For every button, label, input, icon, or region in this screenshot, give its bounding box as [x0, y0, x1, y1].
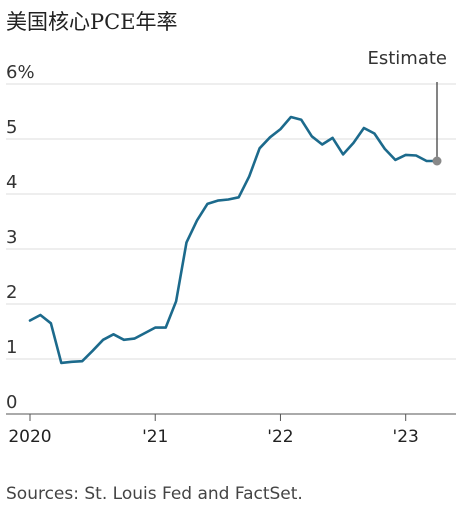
x-axis: 2020 '21 '22 '23 — [6, 413, 456, 447]
estimate-label: Estimate — [367, 48, 447, 69]
x-tick-label: '21 — [142, 427, 168, 447]
line-chart: 0 1 2 3 4 5 6% 2020 '21 '22 '23 Estimate — [6, 48, 456, 447]
source-note: Sources: St. Louis Fed and FactSet. — [6, 484, 303, 504]
x-tick-label: '23 — [393, 427, 419, 447]
series-line — [28, 115, 439, 365]
y-axis-ticks: 0 1 2 3 4 5 6% — [6, 62, 35, 413]
y-tick-label: 5 — [6, 117, 17, 138]
series-layer — [28, 115, 439, 365]
annotations: Estimate — [367, 48, 447, 166]
x-tick-label: '22 — [267, 427, 293, 447]
estimate-marker — [432, 156, 442, 166]
chart-title: 美国核心PCE年率 — [6, 10, 178, 34]
gridlines — [6, 83, 456, 360]
y-tick-label: 0 — [6, 392, 17, 413]
y-tick-label: 4 — [6, 172, 17, 193]
y-tick-label: 6% — [6, 62, 35, 83]
y-tick-label: 3 — [6, 227, 17, 248]
y-tick-label: 1 — [6, 337, 17, 358]
y-tick-label: 2 — [6, 282, 17, 303]
x-tick-label: 2020 — [8, 427, 51, 447]
